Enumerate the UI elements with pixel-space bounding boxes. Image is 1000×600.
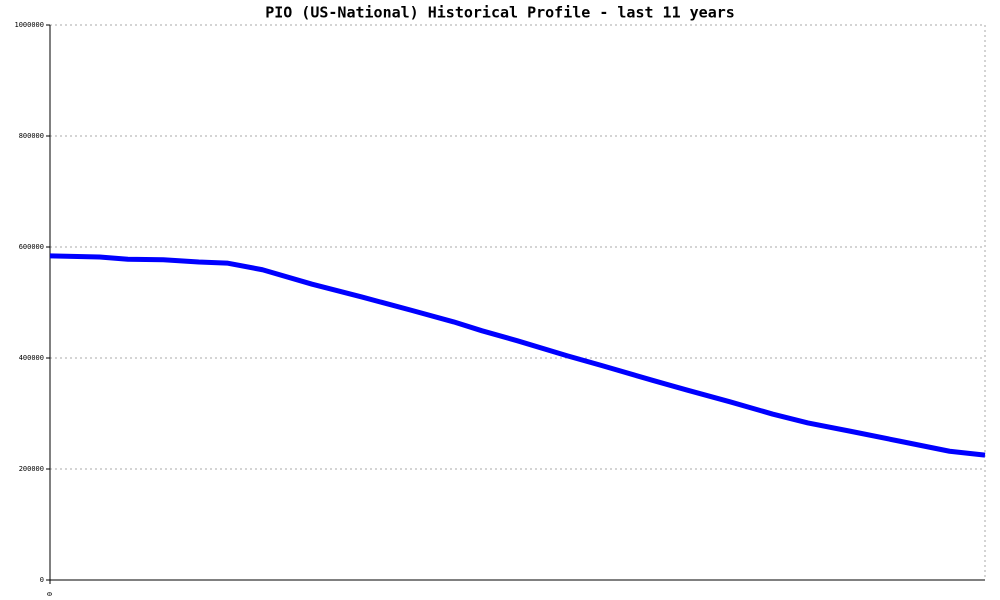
chart-title: PIO (US-National) Historical Profile - l… [265, 4, 735, 22]
x-tick-label: 0 [46, 592, 54, 596]
y-tick-label: 400000 [19, 354, 44, 362]
y-tick-label: 200000 [19, 465, 44, 473]
y-tick-label: 800000 [19, 132, 44, 140]
y-tick-label: 1000000 [14, 21, 44, 29]
y-tick-label: 0 [40, 576, 44, 584]
y-tick-label: 600000 [19, 243, 44, 251]
data-line [49, 253, 986, 458]
